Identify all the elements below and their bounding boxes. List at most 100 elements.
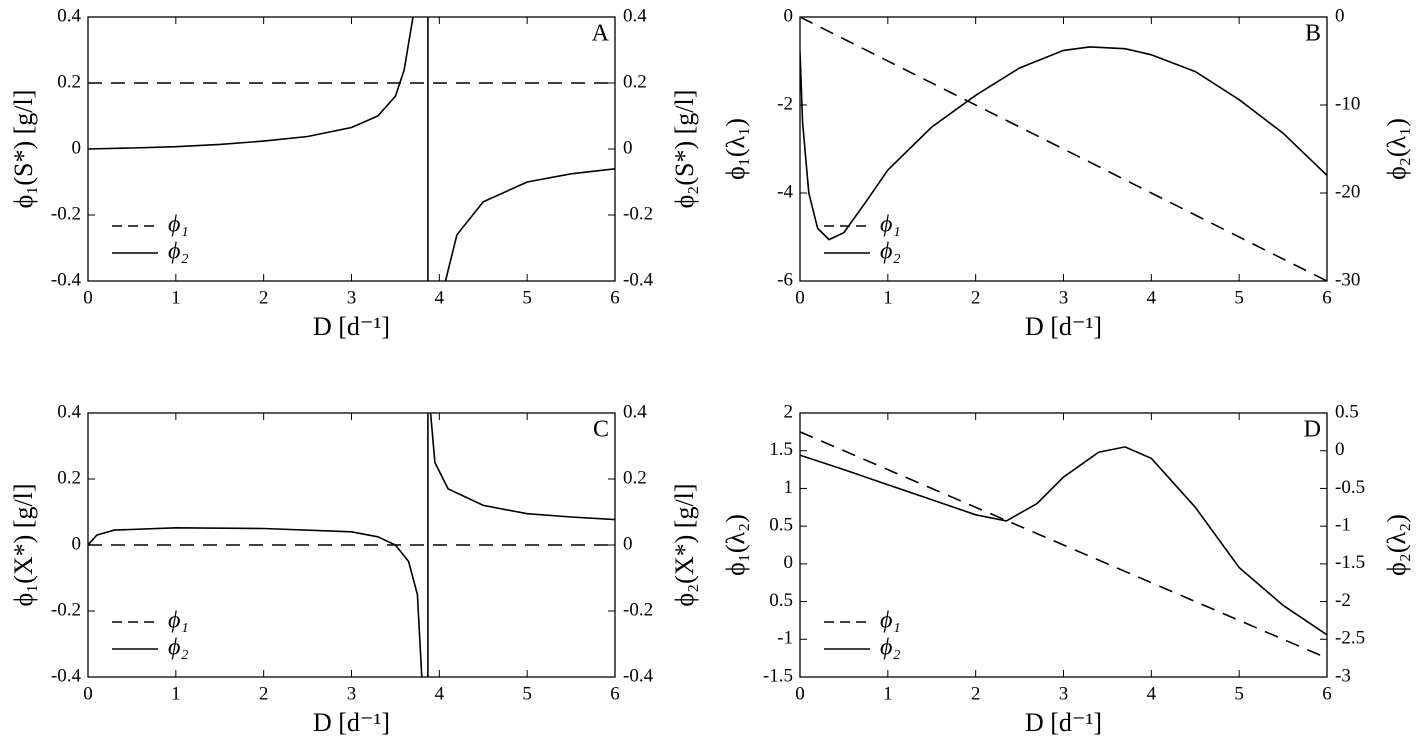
x-tick-label: 4	[435, 287, 445, 308]
y2-tick-label: -0.2	[623, 203, 653, 224]
y-tick-label: 0.2	[57, 467, 81, 488]
panel-label: A	[592, 21, 610, 47]
x-tick-label: 5	[1234, 683, 1244, 704]
y2-tick-label: -1	[1335, 515, 1351, 536]
y-axis-label: ϕ₁(X*) [g/l]	[9, 483, 38, 606]
y-tick-label: -1.5	[763, 665, 793, 686]
legend-label: ϕ₂	[880, 239, 901, 265]
y-tick-label: 1	[784, 477, 794, 498]
y2-tick-label: -0.4	[623, 269, 654, 290]
x-tick-label: 4	[1147, 683, 1157, 704]
x-axis-label: D [d⁻¹]	[313, 708, 390, 737]
y-axis-label: ϕ₁(λ₂)	[721, 514, 750, 576]
y2-axis-label: ϕ₂(X*) [g/l]	[670, 483, 699, 606]
y2-axis-label: ϕ₂(λ₁)	[1382, 118, 1411, 180]
y2-tick-label: -3	[1335, 665, 1351, 686]
series-line	[800, 46, 1327, 241]
x-tick-label: 3	[1059, 287, 1069, 308]
x-axis-label: D [d⁻¹]	[313, 312, 390, 341]
x-tick-label: 1	[171, 683, 181, 704]
y-tick-label: -0.4	[51, 665, 82, 686]
legend-label: ϕ₁	[880, 212, 901, 238]
y-tick-label: -6	[777, 269, 793, 290]
y2-tick-label: -1.5	[1335, 552, 1365, 573]
y2-tick-label: 0.4	[623, 5, 647, 26]
y-tick-label: 0	[72, 533, 82, 554]
panel: 0 1 2 3 4 5 6 -1.5 -1 0.5 0 0.5 1 1.5 2 -3 -2.5 -2 -1.5 -1 -…	[721, 401, 1411, 737]
y-axis-label: ϕ₁(S*) [g/l]	[9, 90, 38, 209]
panel: 0 1 2 3 4 5 6-0.4-0.200.20.4-0.4-0.200.20.4CD …	[9, 401, 699, 737]
y2-tick-label: 0	[1335, 5, 1345, 26]
y2-tick-label: -20	[1335, 181, 1360, 202]
x-tick-label: 2	[971, 287, 981, 308]
y-tick-label: -2	[777, 93, 793, 114]
y2-tick-label: -0.5	[1335, 477, 1365, 498]
y2-axis-label: ϕ₂(λ₂)	[1382, 514, 1411, 576]
x-tick-label: 6	[1322, 287, 1332, 308]
x-axis-label: D [d⁻¹]	[1025, 708, 1102, 737]
series-line	[800, 446, 1327, 636]
y2-tick-label: -10	[1335, 93, 1360, 114]
y2-tick-label: 0.2	[623, 467, 647, 488]
x-tick-label: 2	[259, 287, 269, 308]
series-line	[88, 413, 615, 677]
y2-tick-label: -2.5	[1335, 628, 1365, 649]
x-tick-label: 3	[1059, 683, 1069, 704]
x-tick-label: 3	[347, 287, 357, 308]
y2-tick-label: 0.4	[623, 401, 647, 422]
legend-label: ϕ₂	[880, 635, 901, 661]
x-tick-label: 1	[883, 287, 893, 308]
y2-tick-label: 0	[623, 137, 633, 158]
x-tick-label: 0	[795, 683, 805, 704]
legend-label: ϕ₁	[168, 608, 189, 634]
x-tick-label: 4	[1147, 287, 1157, 308]
legend-label: ϕ₂	[168, 635, 189, 661]
x-tick-label: 4	[435, 683, 445, 704]
y2-tick-label: -0.4	[623, 665, 654, 686]
y-tick-label: 2	[784, 401, 794, 422]
x-axis-label: D [d⁻¹]	[1025, 312, 1102, 341]
x-tick-label: 0	[83, 287, 93, 308]
series-line	[88, 17, 615, 281]
y-tick-label: -0.4	[51, 269, 82, 290]
y2-tick-label: 0.5	[1335, 401, 1359, 422]
y2-tick-label: -30	[1335, 269, 1360, 290]
y-tick-label: -1	[777, 628, 793, 649]
y-tick-label: 0.5	[769, 515, 793, 536]
y-tick-label: 1.5	[769, 439, 793, 460]
y-tick-label: -0.2	[51, 599, 81, 620]
legend-label: ϕ₁	[880, 608, 901, 634]
panel-label: D	[1304, 417, 1321, 443]
x-tick-label: 2	[259, 683, 269, 704]
x-tick-label: 1	[171, 287, 181, 308]
y2-tick-label: -2	[1335, 590, 1351, 611]
panel-label: C	[593, 417, 609, 443]
x-tick-label: 6	[610, 287, 620, 308]
y-tick-label: 0	[784, 5, 794, 26]
panel: 0 1 2 3 4 5 6-0.4-0.200.20.4-0.4-0.200.20.4AD …	[9, 5, 699, 341]
series-line	[800, 431, 1327, 659]
x-tick-label: 0	[83, 683, 93, 704]
x-tick-label: 6	[1322, 683, 1332, 704]
x-tick-label: 1	[883, 683, 893, 704]
y-axis-label: ϕ₁(λ₁)	[721, 118, 750, 180]
y2-tick-label: 0	[623, 533, 633, 554]
x-tick-label: 6	[610, 683, 620, 704]
legend-label: ϕ₂	[168, 239, 189, 265]
panel-label: B	[1305, 21, 1321, 47]
legend-label: ϕ₁	[168, 212, 189, 238]
y-tick-label: 0.5	[769, 590, 793, 611]
y2-tick-label: -0.2	[623, 599, 653, 620]
y-tick-label: 0.4	[57, 401, 81, 422]
series-line	[800, 17, 1327, 281]
y2-tick-label: 0	[1335, 439, 1345, 460]
x-tick-label: 3	[347, 683, 357, 704]
y-tick-label: 0	[72, 137, 82, 158]
x-tick-label: 0	[795, 287, 805, 308]
y-tick-label: 0.2	[57, 71, 81, 92]
y2-axis-label: ϕ₂(S*) [g/l]	[670, 90, 699, 209]
y2-tick-label: 0.2	[623, 71, 647, 92]
y-tick-label: 0.4	[57, 5, 81, 26]
